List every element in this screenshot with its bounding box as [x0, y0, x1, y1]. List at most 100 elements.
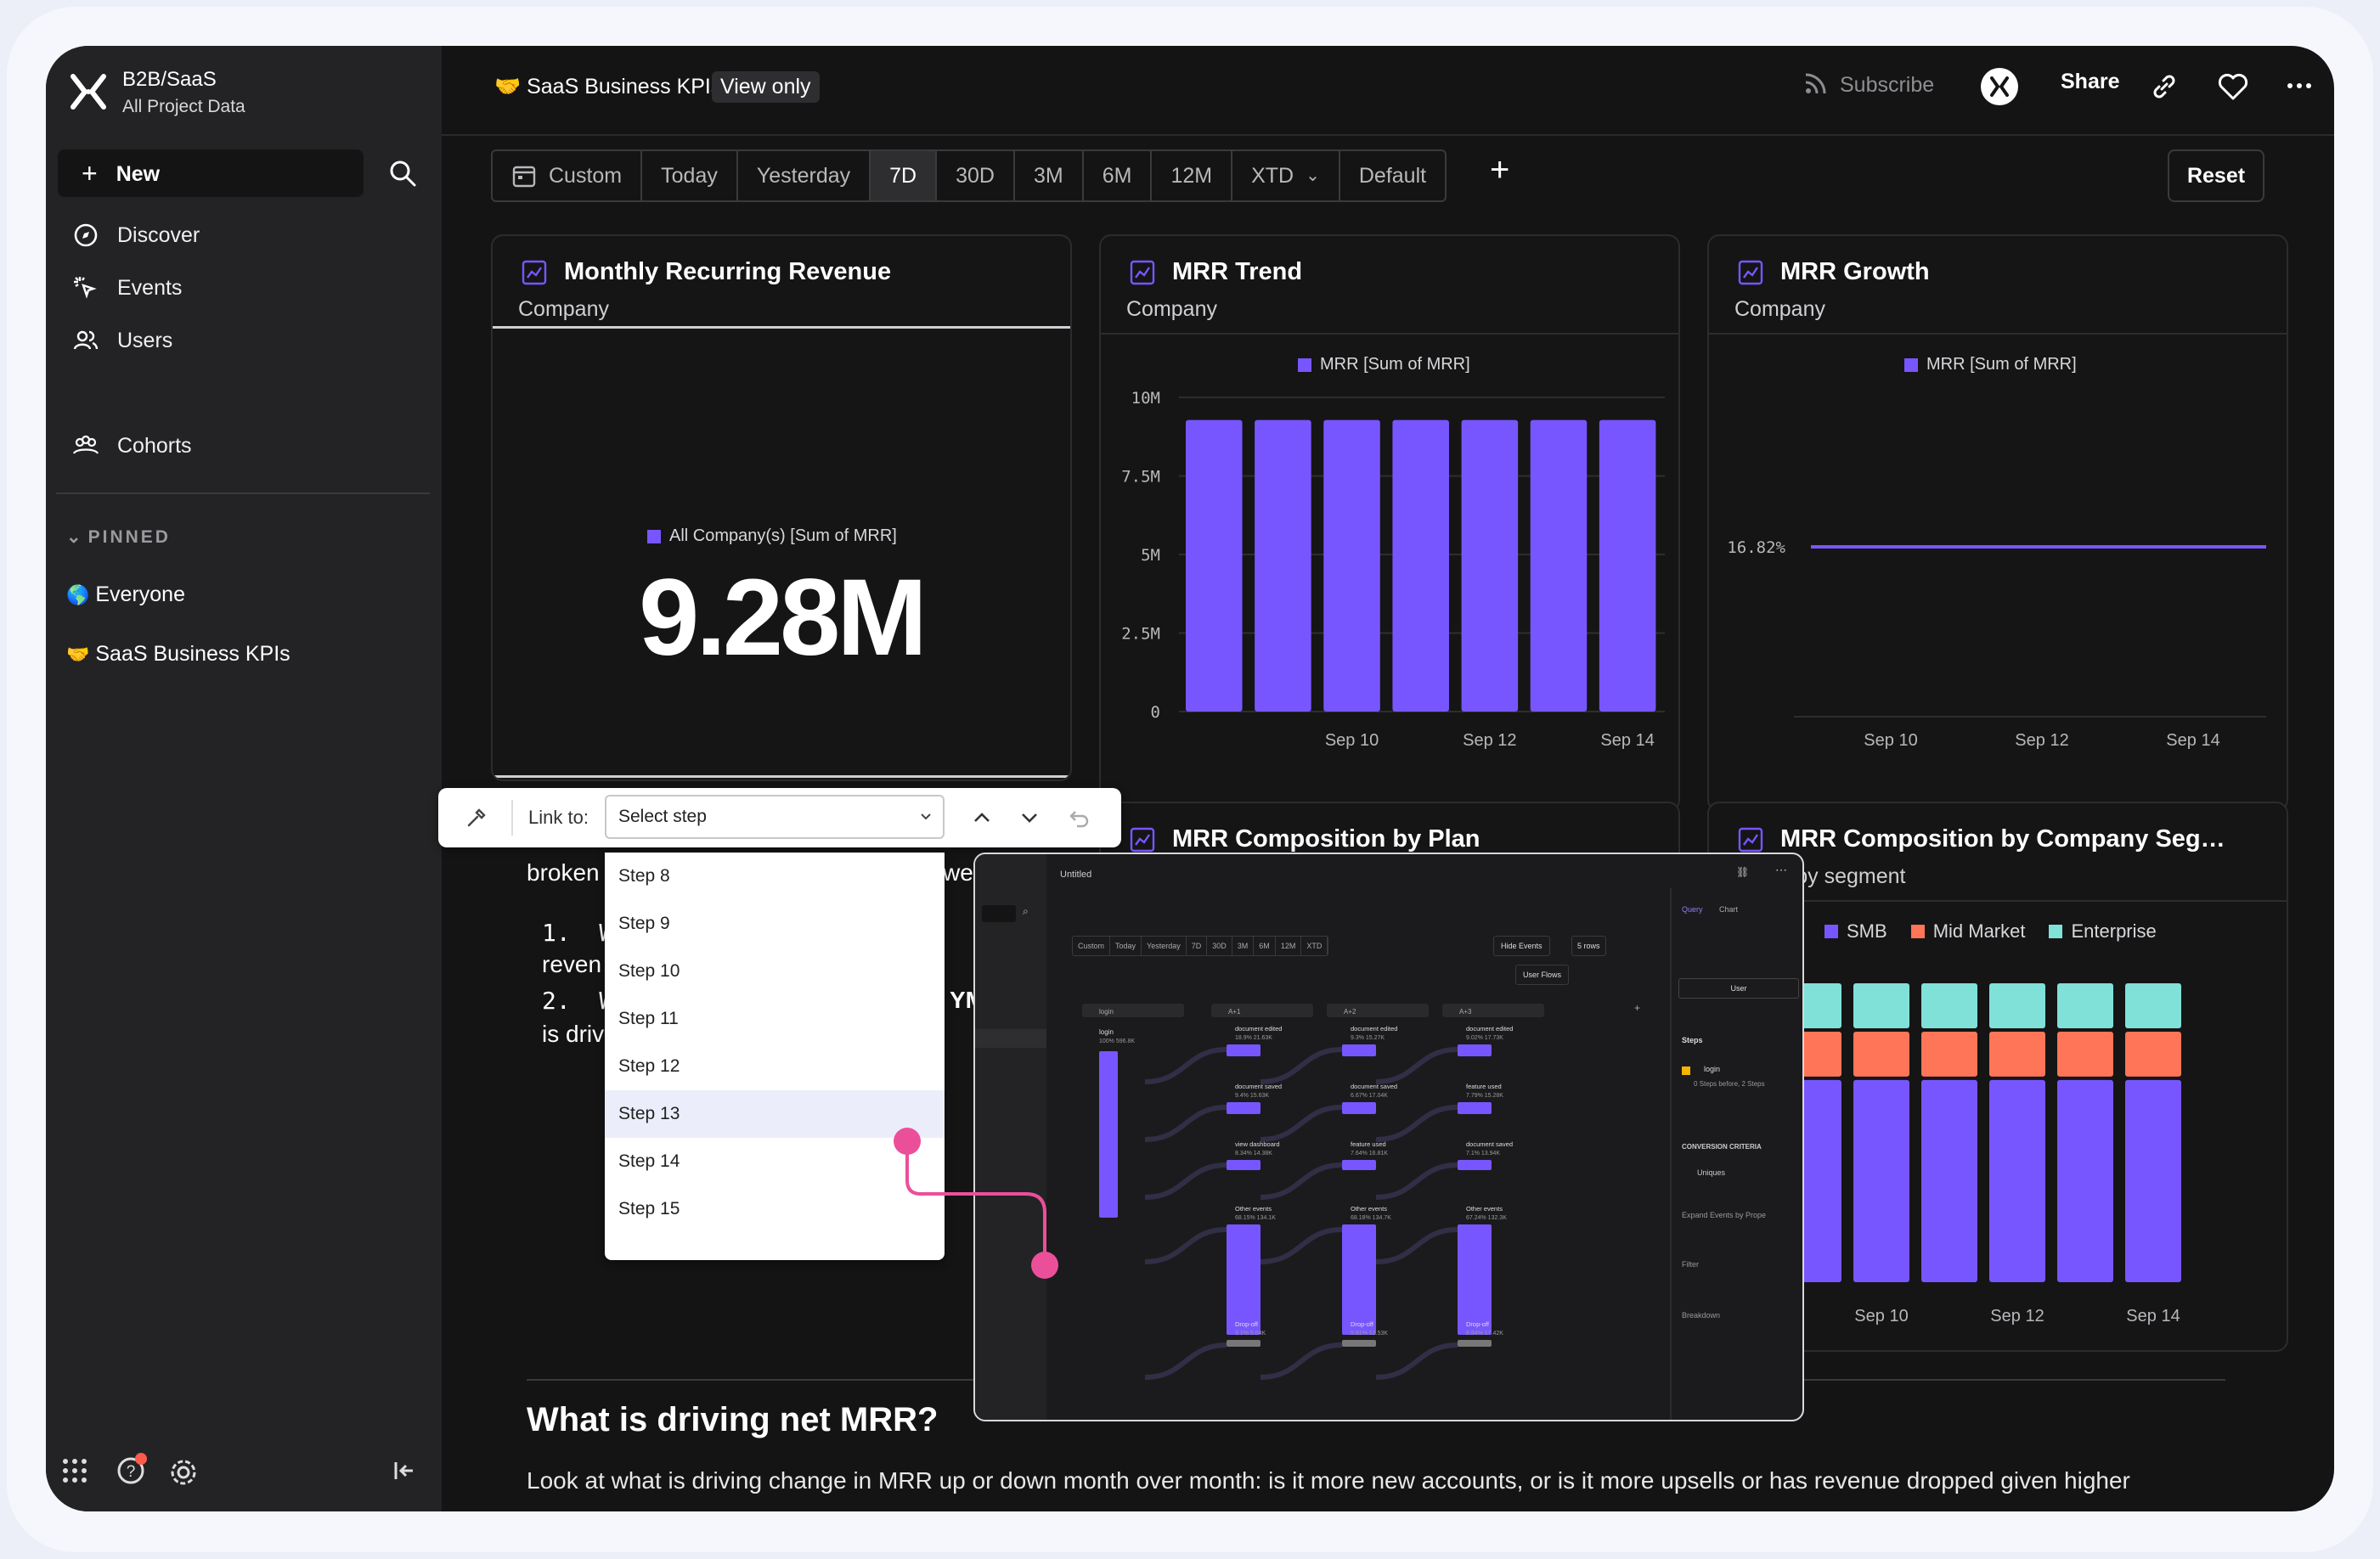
card-mrr-trend[interactable]: MRR Trend Company MRR [Sum of MRR] 0 2.5M… — [1099, 234, 1680, 812]
cohorts-icon — [72, 435, 99, 454]
app-logo-icon[interactable] — [66, 70, 110, 114]
avatar[interactable] — [1979, 66, 2020, 107]
preview-column-label: A+2 — [1344, 1008, 1356, 1016]
date-filter-custom[interactable]: Custom — [493, 151, 643, 200]
preview-expand: Expand Events by Prope — [1682, 1211, 1767, 1219]
preview-flow-link — [1260, 1227, 1343, 1264]
dropdown-item[interactable]: Step 11 — [618, 1009, 679, 1028]
sidebar-item-label: Events — [117, 275, 183, 300]
heart-icon[interactable] — [2217, 71, 2249, 102]
sidebar-item-discover[interactable]: Discover — [71, 221, 200, 250]
more-options-icon[interactable] — [2287, 80, 2312, 92]
sidebar-item-users[interactable]: Users — [71, 326, 172, 355]
pinned-item-label: SaaS Business KPIs — [95, 642, 290, 666]
link-icon[interactable] — [2149, 71, 2180, 102]
chevron-down-icon[interactable] — [1018, 807, 1041, 829]
flows-sankey-chart: login A+1 A+2 A+3 login 100% 596.8K document e… — [1082, 1004, 1544, 1380]
mrr-growth-chart[interactable]: 16.82% Sep 10 Sep 12 Sep 14 — [1709, 236, 2287, 810]
date-filter-30d[interactable]: 30D — [937, 151, 1015, 200]
sidebar-item-cohorts[interactable]: Cohorts — [71, 431, 192, 460]
collapse-sidebar-icon[interactable] — [389, 1455, 420, 1486]
subscribe-button[interactable]: Subscribe — [1802, 70, 1934, 98]
dropdown-item[interactable]: Step 9 — [618, 914, 670, 933]
preview-flow-link — [1144, 1047, 1227, 1084]
link-icon: ⛓ — [1736, 866, 1750, 878]
preview-flow-link — [1144, 1342, 1227, 1380]
dropdown-item-highlighted[interactable]: Step 13 — [605, 1090, 945, 1138]
add-filter-plus-icon[interactable]: + — [1490, 151, 1510, 189]
dropdown-item[interactable]: Step 10 — [618, 961, 680, 981]
card-mrr-growth[interactable]: MRR Growth Company MRR [Sum of MRR] 16.8… — [1707, 234, 2288, 812]
mrr-trend-chart[interactable]: 0 2.5M 5M 7.5M 10M Sep 10 Sep 12 Sep 14 — [1101, 236, 1678, 810]
pinned-item-everyone[interactable]: 🌎 Everyone — [66, 583, 185, 607]
preview-node-stat: 68.15% 134.1K — [1235, 1215, 1276, 1221]
settings-gear-icon[interactable] — [166, 1455, 200, 1489]
new-button[interactable]: + New — [58, 149, 364, 197]
preview-node-label: document edited — [1235, 1025, 1282, 1033]
project-name[interactable]: B2B/SaaS — [122, 68, 217, 91]
x-tick-label: Sep 14 — [2166, 731, 2219, 750]
preview-tab-query: Query — [1682, 905, 1703, 914]
date-filter-today[interactable]: Today — [642, 151, 738, 200]
preview-node-bar — [1342, 1044, 1376, 1056]
stacked-bar-segment — [2057, 983, 2113, 1028]
line-chart-icon — [1738, 260, 1763, 285]
pinned-label: PINNED — [87, 527, 171, 547]
stacked-bar-segment — [1853, 1079, 1909, 1282]
preview-flow-link — [1375, 1227, 1458, 1264]
preview-user-flows: User Flows — [1515, 965, 1570, 985]
legend-swatch — [647, 529, 661, 543]
sidebar-item-label: Cohorts — [117, 433, 192, 458]
preview-steps-label: Steps — [1682, 1036, 1703, 1044]
card-title: MRR Composition by Plan — [1172, 825, 1480, 853]
date-filter-12m[interactable]: 12M — [1152, 151, 1233, 200]
preview-flow-link — [1375, 1047, 1458, 1084]
dropdown-item[interactable]: Step 8 — [618, 866, 670, 886]
dropdown-item[interactable]: Step 12 — [618, 1056, 680, 1076]
preview-node-label: Other events — [1235, 1205, 1272, 1213]
step-select[interactable]: Select step — [605, 795, 945, 839]
date-filter-xtd[interactable]: XTD ⌄ — [1232, 151, 1340, 200]
chevron-up-icon[interactable] — [970, 807, 994, 829]
preview-flow-link — [1144, 1162, 1227, 1200]
preview-date-filter: 12M — [1276, 937, 1302, 955]
dropdown-item[interactable]: Step 14 — [618, 1151, 680, 1171]
dropdown-item[interactable]: Step 15 — [618, 1199, 680, 1218]
selected-card-outline — [493, 326, 1070, 778]
preview-new-button — [982, 905, 1016, 922]
pinned-section-header[interactable]: ⌄ PINNED — [66, 526, 171, 548]
eyedropper-icon[interactable] — [464, 805, 489, 830]
search-icon[interactable] — [386, 156, 420, 190]
date-filter-yesterday[interactable]: Yesterday — [738, 151, 871, 200]
apps-grid-icon[interactable] — [59, 1455, 90, 1486]
date-filter-default[interactable]: Default — [1358, 164, 1427, 188]
sidebar-divider — [56, 492, 430, 494]
preview-node-label: Other events — [1351, 1205, 1387, 1213]
sidebar-item-events[interactable]: Events — [71, 273, 182, 302]
preview-node-label: Drop-off — [1351, 1320, 1374, 1328]
preview-flow-link — [1260, 1047, 1343, 1084]
preview-uniques: Uniques — [1697, 1168, 1726, 1177]
flows-preview-screenshot[interactable]: ⌕ Untitled ⛓ ⋯ Custom Today Yesterday 7D 30D… — [973, 853, 1804, 1421]
help-icon[interactable]: ? — [114, 1450, 151, 1488]
reset-button[interactable]: Reset — [2168, 149, 2264, 202]
card-mrr[interactable]: Monthly Recurring Revenue Company All Co… — [491, 234, 1072, 781]
svg-text:?: ? — [127, 1463, 136, 1481]
pinned-item-saas-kpis[interactable]: 🤝 SaaS Business KPIs — [66, 642, 290, 667]
share-button[interactable]: Share — [2061, 70, 2120, 93]
preview-node-label: login — [1099, 1028, 1114, 1036]
bar — [1186, 419, 1243, 712]
preview-rows: 5 rows — [1571, 936, 1606, 956]
date-filter-label: XTD — [1251, 164, 1294, 188]
preview-node-bar — [1227, 1160, 1260, 1170]
text-fragment: we — [943, 859, 973, 886]
date-filter-7d[interactable]: 7D — [871, 151, 938, 200]
legend-swatch — [1824, 925, 1838, 938]
date-filter-6m[interactable]: 6M — [1084, 151, 1153, 200]
undo-icon[interactable] — [1067, 805, 1092, 830]
pinned-item-label: Everyone — [95, 583, 185, 606]
stacked-bar-segment — [1989, 983, 2045, 1028]
date-filter-3m[interactable]: 3M — [1015, 151, 1084, 200]
preview-node-bar — [1458, 1160, 1492, 1170]
board-title[interactable]: 🤝 SaaS Business KPIs — [494, 75, 721, 99]
